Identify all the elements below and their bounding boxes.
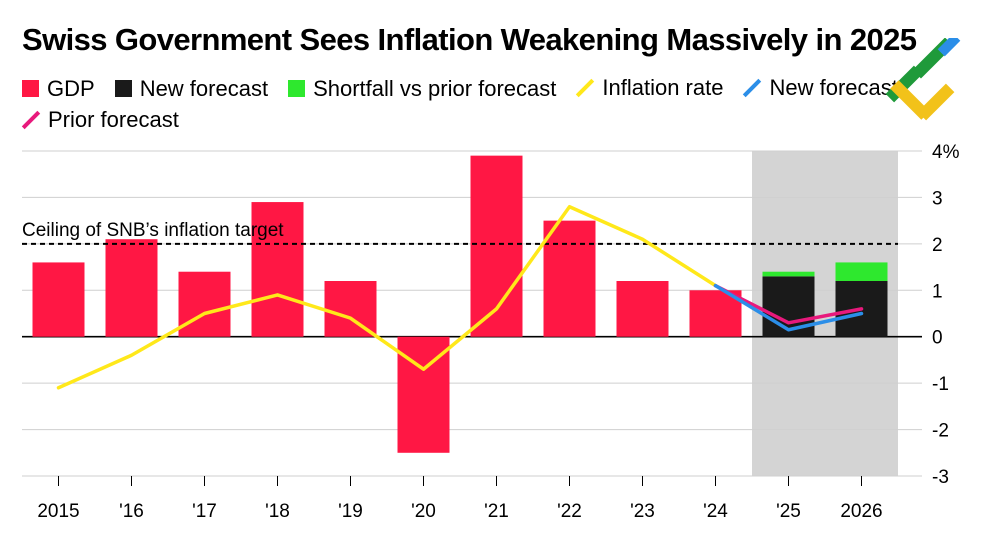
gdp-bar: [251, 202, 304, 337]
x-tick-label: '16: [119, 501, 144, 522]
gdp-bar: [616, 281, 669, 337]
shortfall-bar: [835, 262, 888, 281]
y-tick-label: -2: [932, 421, 949, 442]
legend-label: New forecast: [139, 75, 269, 101]
y-tick-label: 0: [932, 328, 943, 349]
y-tick-label: 2: [932, 235, 943, 256]
x-tick-label: '17: [192, 501, 217, 522]
chart-title: Swiss Government Sees Inflation Weakenin…: [22, 22, 917, 57]
inflation-rate-line: [56, 204, 718, 390]
legend-item: GDP: [22, 74, 95, 104]
legend-swatch: [22, 80, 39, 97]
legend-item: New forecast: [114, 74, 269, 104]
legend-swatch: [114, 80, 132, 97]
legend: GDP New forecast Shortfall vs prior foreca…: [22, 73, 982, 137]
legend-label: Prior forecast: [48, 107, 179, 132]
x-tick-label: '21: [484, 501, 509, 522]
gdp-bar: [178, 271, 231, 337]
x-tick-label: '18: [265, 501, 290, 522]
legend-label: GDP: [47, 75, 95, 101]
brand-logo: [885, 38, 961, 121]
legend-swatch: [288, 80, 306, 97]
gdp-bar: [32, 262, 85, 337]
gdp-bar: [105, 239, 158, 337]
legend-item: Inflation rate: [576, 73, 723, 103]
x-tick-label: '23: [630, 501, 655, 522]
gdp-bar: [324, 281, 377, 337]
y-tick-label: 3: [932, 188, 943, 209]
logo-mark: [885, 38, 961, 121]
x-tick-label: '19: [338, 501, 363, 522]
gdp-bar: [543, 220, 596, 337]
y-tick-label: 4%: [932, 142, 960, 163]
legend-label: Inflation rate: [602, 75, 724, 100]
legend-item: Shortfall vs prior forecast: [288, 74, 556, 104]
prior-forecast-line: [713, 283, 864, 325]
snb-target-label: Ceiling of SNB’s inflation target: [22, 220, 284, 241]
x-tick-label: '20: [411, 501, 436, 522]
y-tick-label: -3: [932, 467, 949, 488]
legend-item: Prior forecast: [22, 105, 179, 135]
x-tick-label: 2015: [37, 501, 79, 522]
x-tick-label: '25: [776, 501, 801, 522]
y-tick-label: -1: [932, 374, 949, 395]
legend-item: New forecast: [743, 73, 897, 103]
legend-label: Shortfall vs prior forecast: [313, 75, 557, 101]
shortfall-bar: [762, 271, 815, 277]
y-tick-label: 1: [932, 281, 943, 302]
x-tick-label: 2026: [840, 501, 882, 522]
gdp-forecast-bar: [762, 276, 815, 337]
x-tick-label: '22: [557, 501, 582, 522]
legend-label: New forecast: [769, 75, 898, 100]
x-tick-label: '24: [703, 501, 728, 522]
new-forecast-line: [713, 283, 864, 332]
